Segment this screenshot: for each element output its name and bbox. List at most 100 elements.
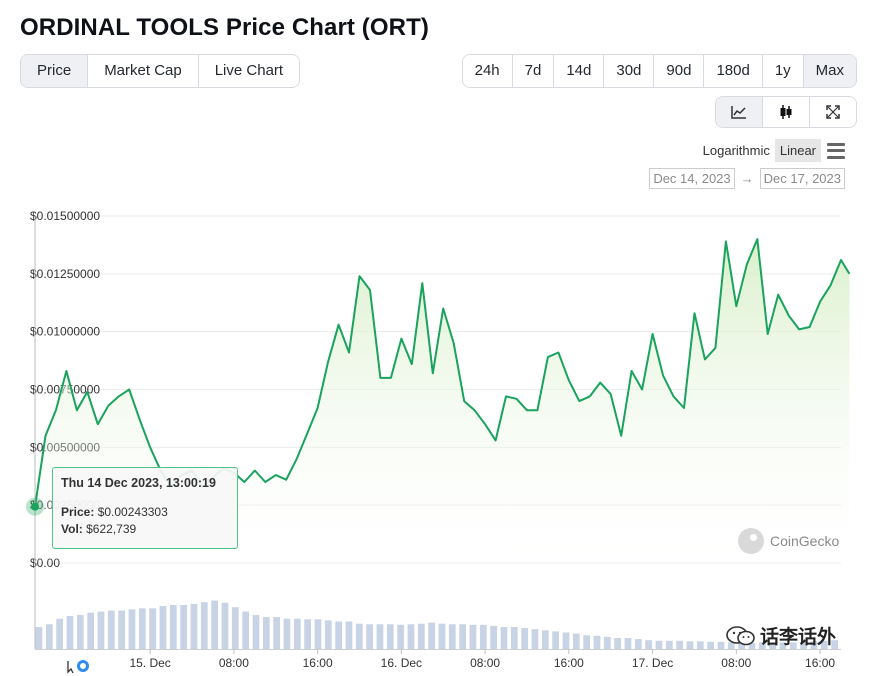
volume-bar: [748, 642, 756, 649]
volume-bar: [459, 624, 466, 649]
range-7d[interactable]: 7d: [512, 55, 555, 87]
range-24h[interactable]: 24h: [462, 55, 513, 87]
date-to-input[interactable]: Dec 17, 2023: [759, 168, 845, 189]
volume-bar: [645, 640, 652, 649]
x-tick-label: 16. Dec: [381, 656, 422, 670]
candlestick-button[interactable]: [763, 97, 810, 127]
cursor-icon: [67, 660, 89, 674]
volume-bar: [521, 628, 528, 649]
volume-bar: [758, 642, 766, 649]
volume-bar: [87, 612, 94, 649]
tab-live-chart[interactable]: Live Chart: [198, 55, 300, 87]
volume-bar: [314, 619, 322, 649]
range-max[interactable]: Max: [803, 55, 856, 87]
volume-bar: [66, 616, 74, 649]
volume-bar: [335, 621, 342, 649]
volume-bar: [583, 635, 590, 649]
tab-price[interactable]: Price: [21, 55, 89, 87]
tooltip-datetime: Thu 14 Dec 2023, 13:00:19: [61, 476, 216, 490]
chart-view-toggle: [715, 96, 857, 128]
volume-bar: [552, 631, 559, 649]
scale-logarithmic[interactable]: Logarithmic: [702, 143, 770, 158]
volume-bar: [200, 602, 208, 649]
volume-bar: [810, 641, 818, 649]
volume-bar: [262, 617, 270, 649]
x-tick-label: 16:00: [303, 656, 333, 670]
volume-bar: [386, 624, 394, 649]
volume-bar: [76, 614, 84, 649]
volume-bar: [831, 640, 838, 649]
volume-bar: [242, 611, 249, 649]
volume-bar: [438, 623, 446, 649]
volume-bar: [572, 633, 580, 649]
volume-bar: [138, 608, 146, 649]
volume-bar: [500, 627, 508, 649]
x-tick-label: 08:00: [219, 656, 249, 670]
tooltip-vol-label: Vol:: [61, 522, 83, 536]
line-chart-icon: [731, 106, 746, 119]
scale-selector: Logarithmic Linear: [698, 139, 845, 162]
volume-bar: [593, 635, 601, 649]
date-from-input[interactable]: Dec 14, 2023: [649, 168, 735, 189]
volume-bar: [479, 624, 487, 649]
volume-bar: [717, 641, 725, 649]
range-30d[interactable]: 30d: [604, 55, 655, 87]
volume-bar: [273, 617, 280, 649]
y-tick-label: $0.01000000: [30, 325, 100, 339]
wechat-icon: [726, 625, 755, 645]
y-tick-label: $0.01250000: [30, 267, 100, 281]
range-1y[interactable]: 1y: [762, 55, 804, 87]
price-area-fill: [35, 239, 850, 563]
volume-bar: [180, 605, 187, 649]
x-tick-label: 17. Dec: [632, 656, 673, 670]
watermark-text: CoinGecko: [770, 533, 840, 549]
expand-icon: [826, 105, 840, 119]
hover-marker: [31, 502, 39, 511]
wechat-watermark: 话李话外: [726, 622, 836, 649]
line-chart-button[interactable]: [716, 97, 763, 127]
volume-bar: [397, 624, 404, 649]
volume-bar: [603, 636, 611, 649]
scale-linear[interactable]: Linear: [774, 139, 821, 162]
x-tick-label: 16:00: [805, 656, 835, 670]
tooltip-price-value: $0.00243303: [97, 505, 168, 519]
volume-bar: [376, 624, 384, 649]
volume-bar: [541, 630, 549, 649]
volume-bar: [35, 627, 43, 649]
volume-bar: [562, 632, 570, 649]
price-tooltip: Thu 14 Dec 2023, 13:00:19 Price: $0.0024…: [52, 467, 238, 549]
volume-bar: [727, 642, 735, 649]
volume-bar: [769, 642, 776, 649]
coingecko-logo-icon: [738, 528, 764, 554]
volume-bar: [128, 609, 136, 649]
volume-bar: [789, 642, 797, 649]
tooltip-price-label: Price:: [61, 505, 95, 519]
candlestick-icon: [780, 105, 792, 119]
volume-bar: [676, 640, 683, 649]
volume-bar: [800, 641, 807, 649]
volume-bar: [118, 610, 125, 649]
volume-bar: [428, 622, 435, 649]
x-tick-label: 15. Dec: [129, 656, 170, 670]
page-title: ORDINAL TOOLS Price Chart (ORT): [20, 14, 429, 41]
volume-bar: [211, 600, 218, 649]
volume-bar: [624, 638, 632, 649]
volume-bar: [190, 603, 198, 649]
hamburger-menu-icon[interactable]: [827, 142, 845, 159]
volume-bar: [97, 611, 105, 649]
wechat-label: 话李话外: [760, 627, 837, 648]
volume-bar: [56, 618, 63, 649]
time-range-selector: 24h 7d 14d 30d 90d 180d 1y Max: [461, 54, 857, 88]
range-14d[interactable]: 14d: [554, 55, 605, 87]
volume-bar: [345, 621, 353, 649]
tooltip-vol-value: $622,739: [86, 522, 137, 536]
volume-bar: [510, 627, 518, 649]
volume-bar: [45, 624, 53, 649]
range-90d[interactable]: 90d: [654, 55, 705, 87]
range-180d[interactable]: 180d: [704, 55, 763, 87]
volume-bar: [252, 614, 260, 649]
volume-bar: [149, 608, 156, 649]
tab-market-cap[interactable]: Market Cap: [88, 55, 199, 87]
expand-button[interactable]: [810, 97, 856, 127]
